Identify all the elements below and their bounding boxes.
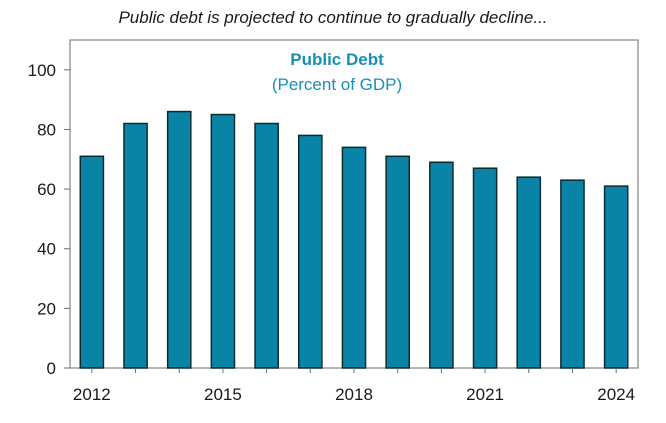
x-tick-label: 2021 [466,385,504,404]
bar-2013 [123,122,148,369]
y-tick-label: 40 [37,240,56,259]
x-tick-label: 2024 [597,385,635,404]
bar-2023 [560,179,585,369]
chart-title: Public Debt [290,50,384,69]
bar-2019 [385,155,411,369]
bar-2016 [254,122,279,369]
bars [79,110,629,369]
y-axis: 0 20 40 60 80 100 [28,61,70,378]
bar-2017 [297,134,323,369]
y-tick-label: 0 [47,359,56,378]
x-tick-label: 2015 [204,385,242,404]
y-tick-label: 20 [37,299,56,318]
bar-2014 [166,110,192,369]
chart-subtitle: (Percent of GDP) [272,75,402,94]
y-tick-label: 100 [28,61,56,80]
bar-2021 [472,167,498,369]
bar-2020 [429,161,454,369]
x-axis: 2012 2015 2018 2021 2024 [73,368,635,404]
chart-caption: Public debt is projected to continue to … [118,8,548,27]
x-tick-label: 2018 [335,385,373,404]
y-tick-label: 60 [37,180,56,199]
bar-2024 [603,185,629,369]
bar-2018 [341,146,367,369]
bar-2012 [79,155,105,369]
bar-2022 [516,176,542,369]
y-tick-label: 80 [37,120,56,139]
bar-2015 [210,113,236,369]
x-tick-label: 2012 [73,385,111,404]
